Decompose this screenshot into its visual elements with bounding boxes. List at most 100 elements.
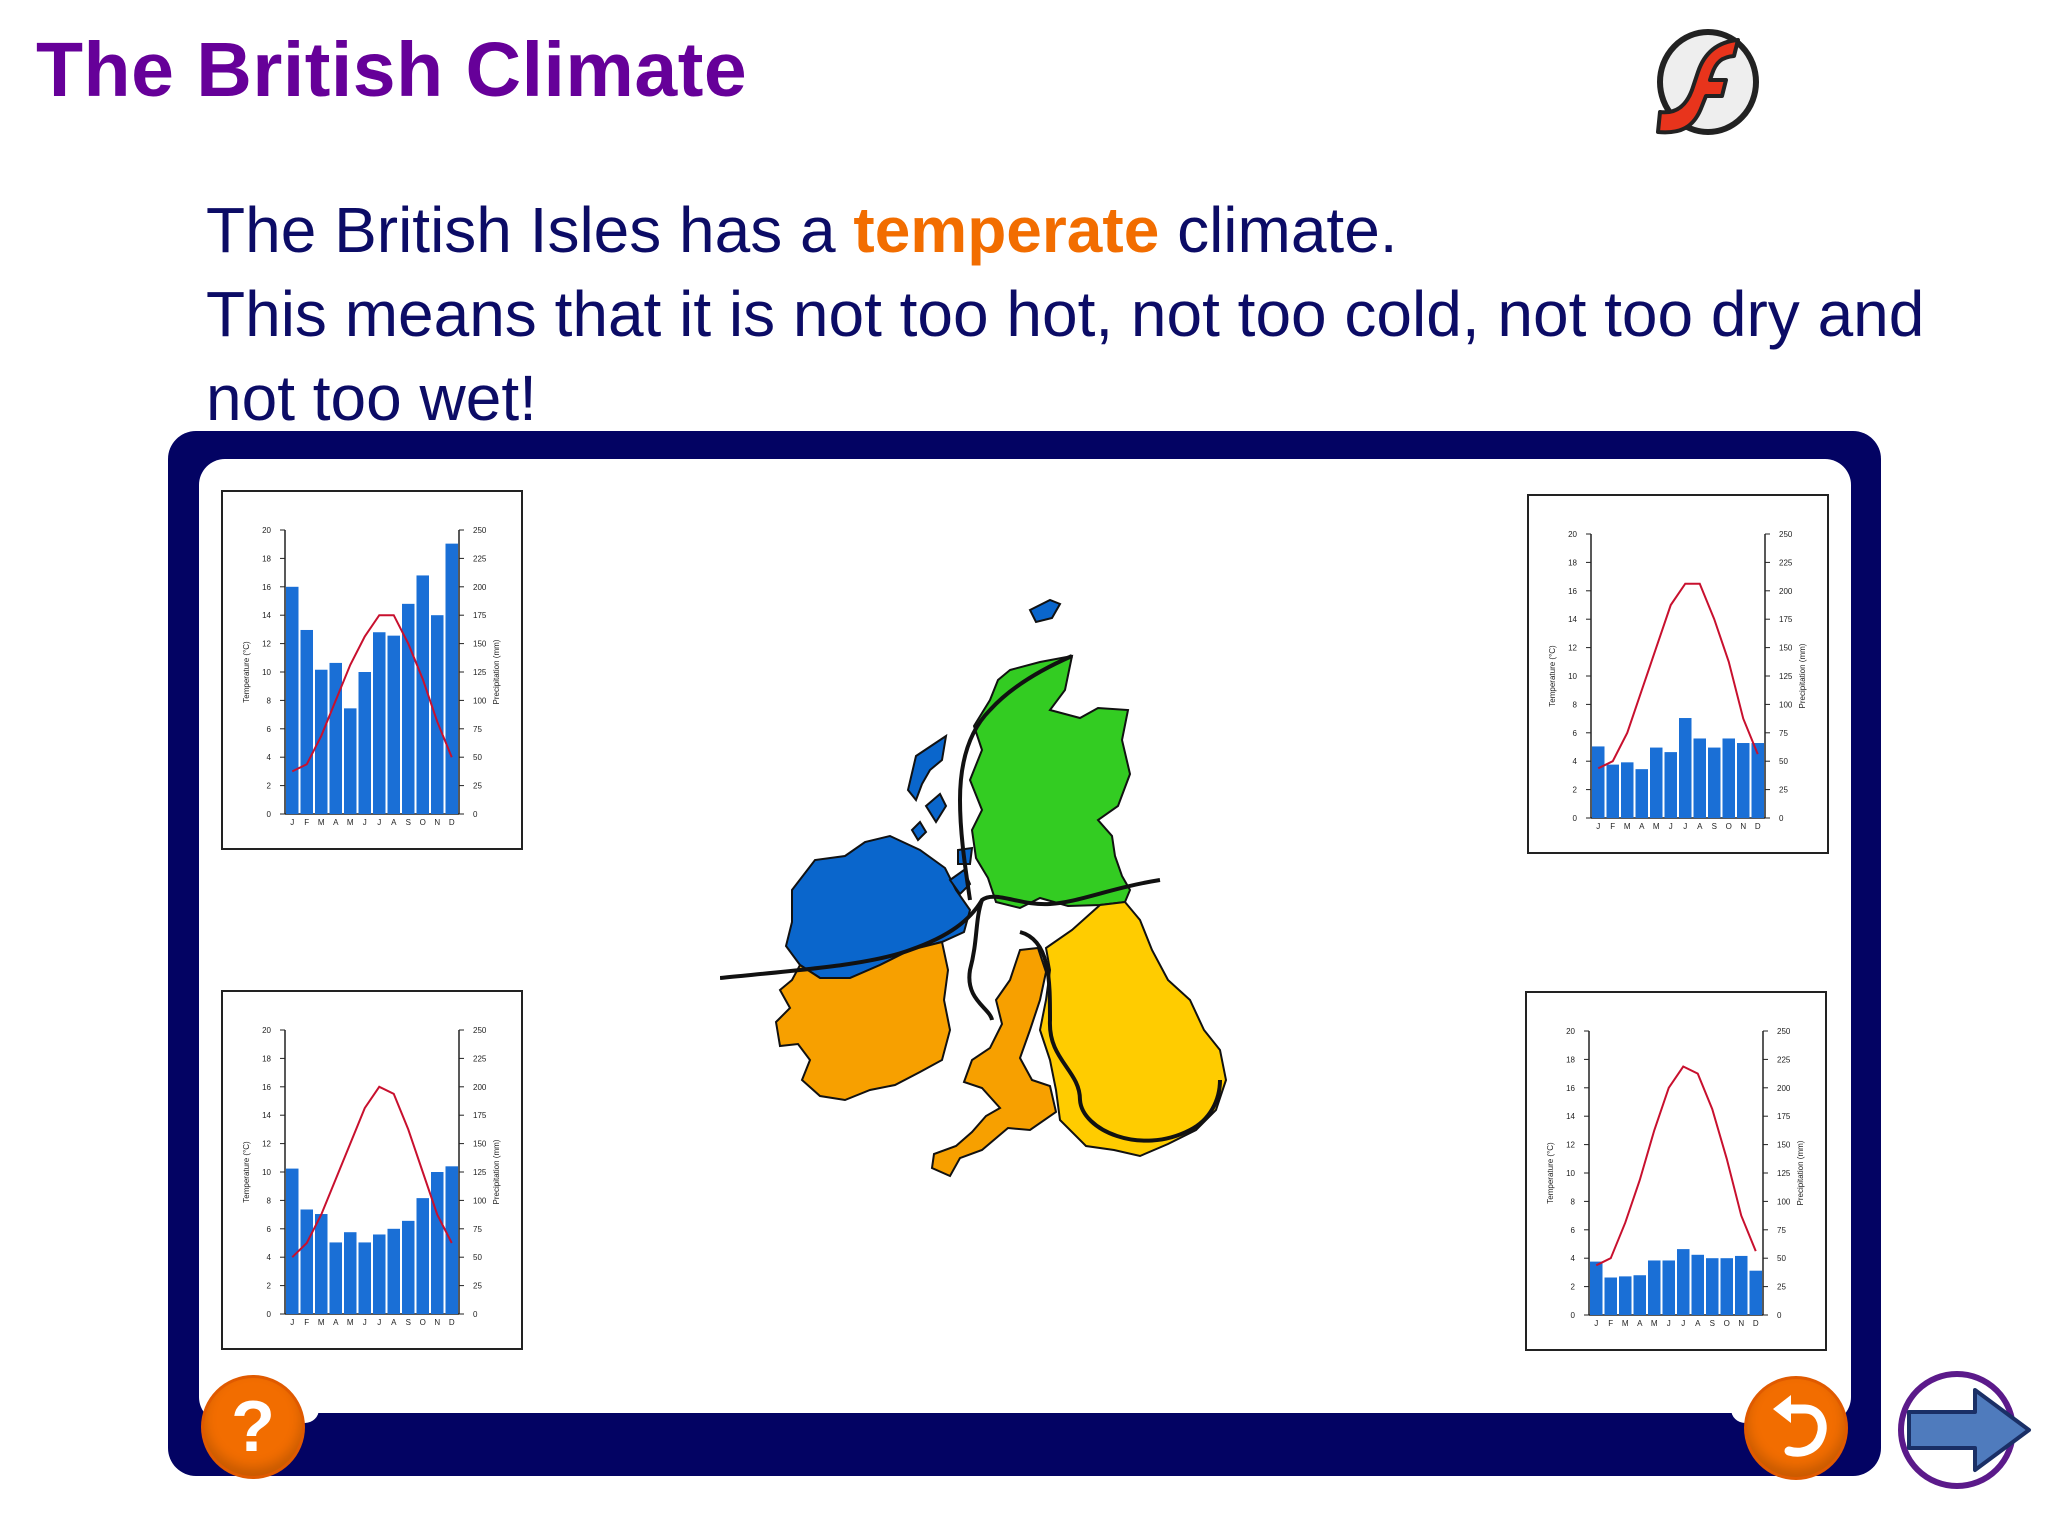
precip-tick-label: 250 [1777, 1027, 1791, 1036]
precip-tick-label: 0 [473, 1310, 478, 1319]
temp-tick-label: 14 [1568, 615, 1577, 624]
precip-tick-label: 125 [473, 668, 487, 677]
precipitation-bar [1720, 1258, 1733, 1315]
precip-tick-label: 75 [1777, 1226, 1786, 1235]
precip-tick-label: 100 [1777, 1197, 1791, 1206]
precipitation-axis-label: Precipitation (mm) [492, 639, 501, 704]
month-label: A [333, 818, 339, 827]
precipitation-bar [1621, 762, 1634, 818]
month-label: D [1755, 822, 1761, 831]
precipitation-bar [286, 1168, 299, 1314]
temp-tick-label: 10 [262, 668, 271, 677]
precipitation-bar [315, 669, 328, 814]
temp-tick-label: 20 [1566, 1027, 1575, 1036]
precip-tick-label: 150 [1777, 1141, 1791, 1150]
month-label: M [1651, 1319, 1658, 1328]
precipitation-bar [373, 632, 386, 814]
month-label: D [1753, 1319, 1759, 1328]
precipitation-bar [402, 603, 415, 814]
precip-tick-label: 175 [473, 611, 487, 620]
precipitation-bar [373, 1234, 386, 1314]
temp-tick-label: 14 [262, 1111, 271, 1120]
precipitation-axis-label: Precipitation (mm) [1798, 643, 1807, 708]
region-scottish-islands [906, 598, 1062, 896]
precip-tick-label: 175 [1777, 1112, 1791, 1121]
temp-tick-label: 0 [1573, 814, 1578, 823]
month-label: M [318, 1318, 325, 1327]
precipitation-bar [431, 1172, 444, 1314]
region-wales-south-west [930, 946, 1058, 1178]
next-button[interactable] [1893, 1366, 2035, 1494]
precipitation-bar [387, 1228, 400, 1314]
month-label: N [434, 1318, 440, 1327]
temp-tick-label: 4 [1571, 1254, 1576, 1263]
precipitation-bar [431, 615, 444, 814]
temp-tick-label: 2 [1571, 1283, 1576, 1292]
temperature-axis-label: Temperature (°C) [1546, 1142, 1555, 1204]
precip-tick-label: 125 [1779, 672, 1793, 681]
precipitation-bar [445, 1166, 458, 1314]
precipitation-bar [1619, 1276, 1632, 1315]
precip-tick-label: 200 [1779, 587, 1793, 596]
temp-tick-label: 12 [262, 1140, 271, 1149]
precip-tick-label: 125 [1777, 1169, 1791, 1178]
climate-boundary-north [719, 878, 1161, 980]
month-label: N [1740, 822, 1746, 831]
temperature-line [1597, 582, 1759, 770]
intro-text: The British Isles has a temperate climat… [206, 188, 1986, 440]
temp-tick-label: 20 [262, 526, 271, 535]
precipitation-bar [1633, 1275, 1646, 1315]
precipitation-bar [1737, 743, 1750, 818]
precipitation-bar [329, 662, 342, 814]
precipitation-bar [1635, 769, 1648, 818]
temp-tick-label: 0 [267, 810, 272, 819]
temp-tick-label: 8 [1571, 1197, 1576, 1206]
precip-tick-label: 75 [473, 1225, 482, 1234]
month-label: M [1653, 822, 1660, 831]
month-label: S [1710, 1319, 1715, 1328]
precipitation-bar [1648, 1260, 1661, 1315]
month-label: J [1681, 1319, 1685, 1328]
precip-tick-label: 200 [473, 1083, 487, 1092]
month-label: D [449, 1318, 455, 1327]
temp-tick-label: 16 [1568, 587, 1577, 596]
temp-tick-label: 4 [267, 753, 272, 762]
undo-arrow-icon [1773, 1395, 1827, 1457]
temp-tick-label: 2 [267, 782, 272, 791]
temp-tick-label: 4 [1573, 757, 1578, 766]
temp-tick-label: 6 [1573, 729, 1578, 738]
precipitation-bar [416, 1198, 429, 1314]
temp-tick-label: 16 [262, 1083, 271, 1092]
month-label: S [1712, 822, 1717, 831]
precip-tick-label: 250 [1779, 530, 1793, 539]
temp-tick-label: 18 [1566, 1055, 1575, 1064]
precipitation-bar [1749, 1270, 1762, 1315]
precipitation-bar [1590, 1261, 1603, 1315]
page-title: The British Climate [36, 27, 748, 113]
precipitation-bar [1735, 1255, 1748, 1315]
precip-tick-label: 75 [473, 725, 482, 734]
month-label: O [420, 818, 426, 827]
month-label: J [1669, 822, 1673, 831]
month-label: F [304, 818, 309, 827]
precip-tick-label: 100 [473, 696, 487, 705]
temp-tick-label: 20 [1568, 530, 1577, 539]
temp-tick-label: 6 [267, 1225, 272, 1234]
precip-tick-label: 175 [473, 1111, 487, 1120]
month-label: J [363, 818, 367, 827]
temperature-line [291, 1085, 453, 1258]
temp-tick-label: 16 [1566, 1084, 1575, 1093]
temp-tick-label: 0 [1571, 1311, 1576, 1320]
temp-tick-label: 10 [1568, 672, 1577, 681]
precipitation-bar [358, 672, 371, 814]
precipitation-bar [1592, 746, 1605, 818]
help-button[interactable]: ? [204, 1378, 302, 1476]
temp-tick-label: 16 [262, 583, 271, 592]
month-label: N [1738, 1319, 1744, 1328]
back-button[interactable] [1747, 1379, 1845, 1477]
month-label: J [1683, 822, 1687, 831]
temperature-axis-label: Temperature (°C) [242, 1141, 251, 1203]
precip-tick-label: 150 [473, 1140, 487, 1149]
temp-tick-label: 10 [1566, 1169, 1575, 1178]
precip-tick-label: 225 [473, 554, 487, 563]
